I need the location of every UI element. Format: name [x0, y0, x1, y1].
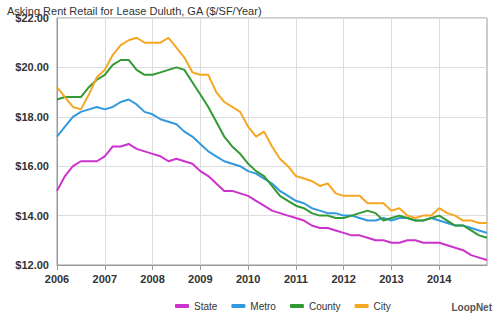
svg-text:$20.00: $20.00: [15, 61, 49, 73]
svg-text:2008: 2008: [140, 273, 164, 285]
svg-text:2007: 2007: [93, 273, 117, 285]
svg-text:County: County: [309, 301, 341, 312]
svg-text:2009: 2009: [188, 273, 212, 285]
svg-text:$14.00: $14.00: [15, 210, 49, 222]
svg-text:2014: 2014: [427, 273, 452, 285]
svg-text:Asking Rent Retail for Lease D: Asking Rent Retail for Lease Duluth, GA …: [7, 5, 262, 17]
svg-text:$18.00: $18.00: [15, 111, 49, 123]
svg-text:2011: 2011: [284, 273, 308, 285]
svg-text:$22.00: $22.00: [15, 12, 49, 24]
svg-text:$12.00: $12.00: [15, 259, 49, 271]
svg-text:2006: 2006: [45, 273, 69, 285]
svg-text:$16.00: $16.00: [15, 160, 49, 172]
svg-text:State: State: [194, 301, 218, 312]
svg-text:2012: 2012: [331, 273, 355, 285]
svg-text:LoopNet: LoopNet: [451, 302, 492, 313]
svg-text:Metro: Metro: [250, 301, 276, 312]
svg-text:2013: 2013: [379, 273, 403, 285]
svg-text:2010: 2010: [236, 273, 260, 285]
svg-text:City: City: [374, 301, 391, 312]
